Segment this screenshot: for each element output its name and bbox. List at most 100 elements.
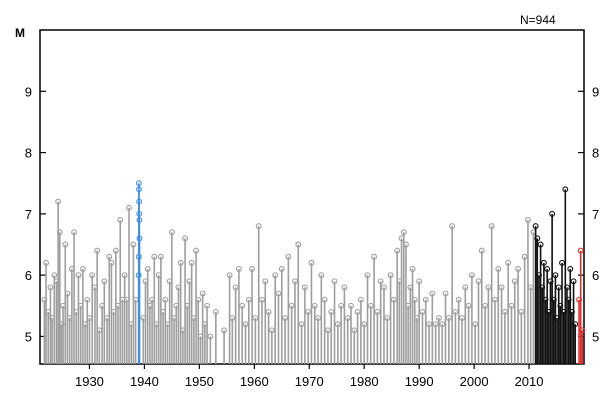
- event-marker: [540, 259, 547, 266]
- event-marker: [229, 315, 236, 321]
- y-tick-label-right: 9: [592, 84, 599, 99]
- event-marker: [537, 241, 544, 248]
- event-marker: [465, 302, 472, 309]
- event-marker: [136, 186, 142, 193]
- event-marker: [239, 302, 246, 309]
- event-marker: [555, 284, 562, 291]
- event-marker: [468, 272, 475, 279]
- x-tick-label: 1970: [295, 374, 324, 389]
- event-marker: [188, 259, 195, 266]
- y-tick-label-right: 7: [592, 207, 599, 222]
- event-marker: [245, 296, 252, 303]
- event-marker: [292, 278, 298, 285]
- event-marker: [338, 302, 345, 309]
- event-marker: [278, 266, 285, 272]
- event-marker: [442, 290, 449, 297]
- event-marker: [249, 266, 256, 272]
- event-marker: [136, 210, 143, 217]
- event-marker: [361, 321, 368, 328]
- x-tick-label: 1930: [75, 374, 104, 389]
- event-marker: [511, 278, 518, 285]
- y-tick-label: 6: [25, 268, 32, 283]
- event-marker: [435, 315, 442, 321]
- event-marker: [182, 235, 189, 242]
- event-marker: [564, 284, 570, 291]
- historical-events-series: [41, 198, 537, 364]
- event-marker: [429, 290, 436, 297]
- event-marker: [226, 272, 233, 279]
- event-marker: [301, 284, 308, 291]
- event-marker: [51, 272, 58, 279]
- event-marker: [419, 308, 426, 315]
- event-marker: [242, 321, 249, 328]
- event-marker: [567, 266, 574, 272]
- event-marker: [354, 308, 361, 315]
- event-marker: [232, 284, 239, 291]
- event-marker: [525, 217, 531, 223]
- event-marker: [394, 247, 401, 254]
- event-marker: [532, 223, 539, 230]
- event-marker: [268, 327, 275, 334]
- event-marker: [334, 321, 341, 328]
- latest-events-series: [576, 247, 586, 364]
- y-tick-label: 7: [25, 207, 32, 222]
- y-tick-label: 8: [25, 146, 32, 161]
- x-tick-label: 1950: [185, 374, 214, 389]
- y-axis-right-ticks: 5 6 7 8 9: [578, 84, 599, 344]
- event-marker: [272, 272, 279, 279]
- event-marker: [521, 253, 528, 260]
- event-marker: [130, 241, 137, 248]
- year-1939-events-series: [135, 180, 143, 364]
- event-marker: [318, 272, 325, 279]
- event-marker: [204, 302, 210, 309]
- x-tick-label: 2010: [515, 374, 544, 389]
- event-marker: [371, 253, 378, 260]
- y-axis-title: M: [15, 26, 25, 40]
- event-marker: [403, 241, 409, 248]
- x-tick-label: 1940: [130, 374, 159, 389]
- event-marker: [390, 296, 397, 303]
- event-marker: [252, 315, 259, 321]
- event-marker: [136, 217, 143, 223]
- event-marker: [411, 296, 418, 303]
- event-marker: [212, 308, 219, 315]
- event-marker: [121, 272, 128, 279]
- y-tick-label-right: 5: [592, 329, 599, 344]
- y-tick-label: 5: [25, 329, 32, 344]
- event-marker: [136, 235, 143, 242]
- event-marker: [75, 272, 82, 279]
- event-marker: [544, 266, 551, 272]
- event-marker: [534, 235, 541, 242]
- event-marker: [282, 315, 289, 321]
- y-tick-label: 9: [25, 84, 32, 99]
- event-marker: [492, 296, 498, 303]
- event-marker: [275, 290, 282, 297]
- event-marker: [101, 278, 108, 285]
- event-marker: [472, 321, 479, 328]
- event-marker: [259, 296, 265, 303]
- y-tick-label-right: 8: [592, 146, 599, 161]
- event-marker: [478, 247, 485, 254]
- event-marker: [288, 302, 295, 309]
- event-marker: [518, 308, 525, 315]
- event-marker: [199, 290, 206, 297]
- event-marker: [311, 302, 318, 309]
- event-marker: [348, 302, 354, 309]
- event-marker: [135, 180, 142, 187]
- event-marker: [162, 296, 169, 303]
- event-marker: [193, 247, 200, 254]
- event-marker: [295, 241, 302, 248]
- event-marker: [351, 327, 358, 334]
- event-marker: [108, 259, 115, 266]
- event-count-label: N=944: [520, 13, 556, 27]
- event-marker: [126, 204, 132, 211]
- event-marker: [432, 321, 439, 328]
- event-marker: [117, 217, 124, 223]
- event-marker: [364, 272, 371, 279]
- recent-events-series: [532, 186, 579, 364]
- event-marker: [515, 266, 522, 272]
- event-marker: [321, 296, 328, 303]
- event-marker: [298, 321, 305, 328]
- event-marker: [455, 296, 462, 303]
